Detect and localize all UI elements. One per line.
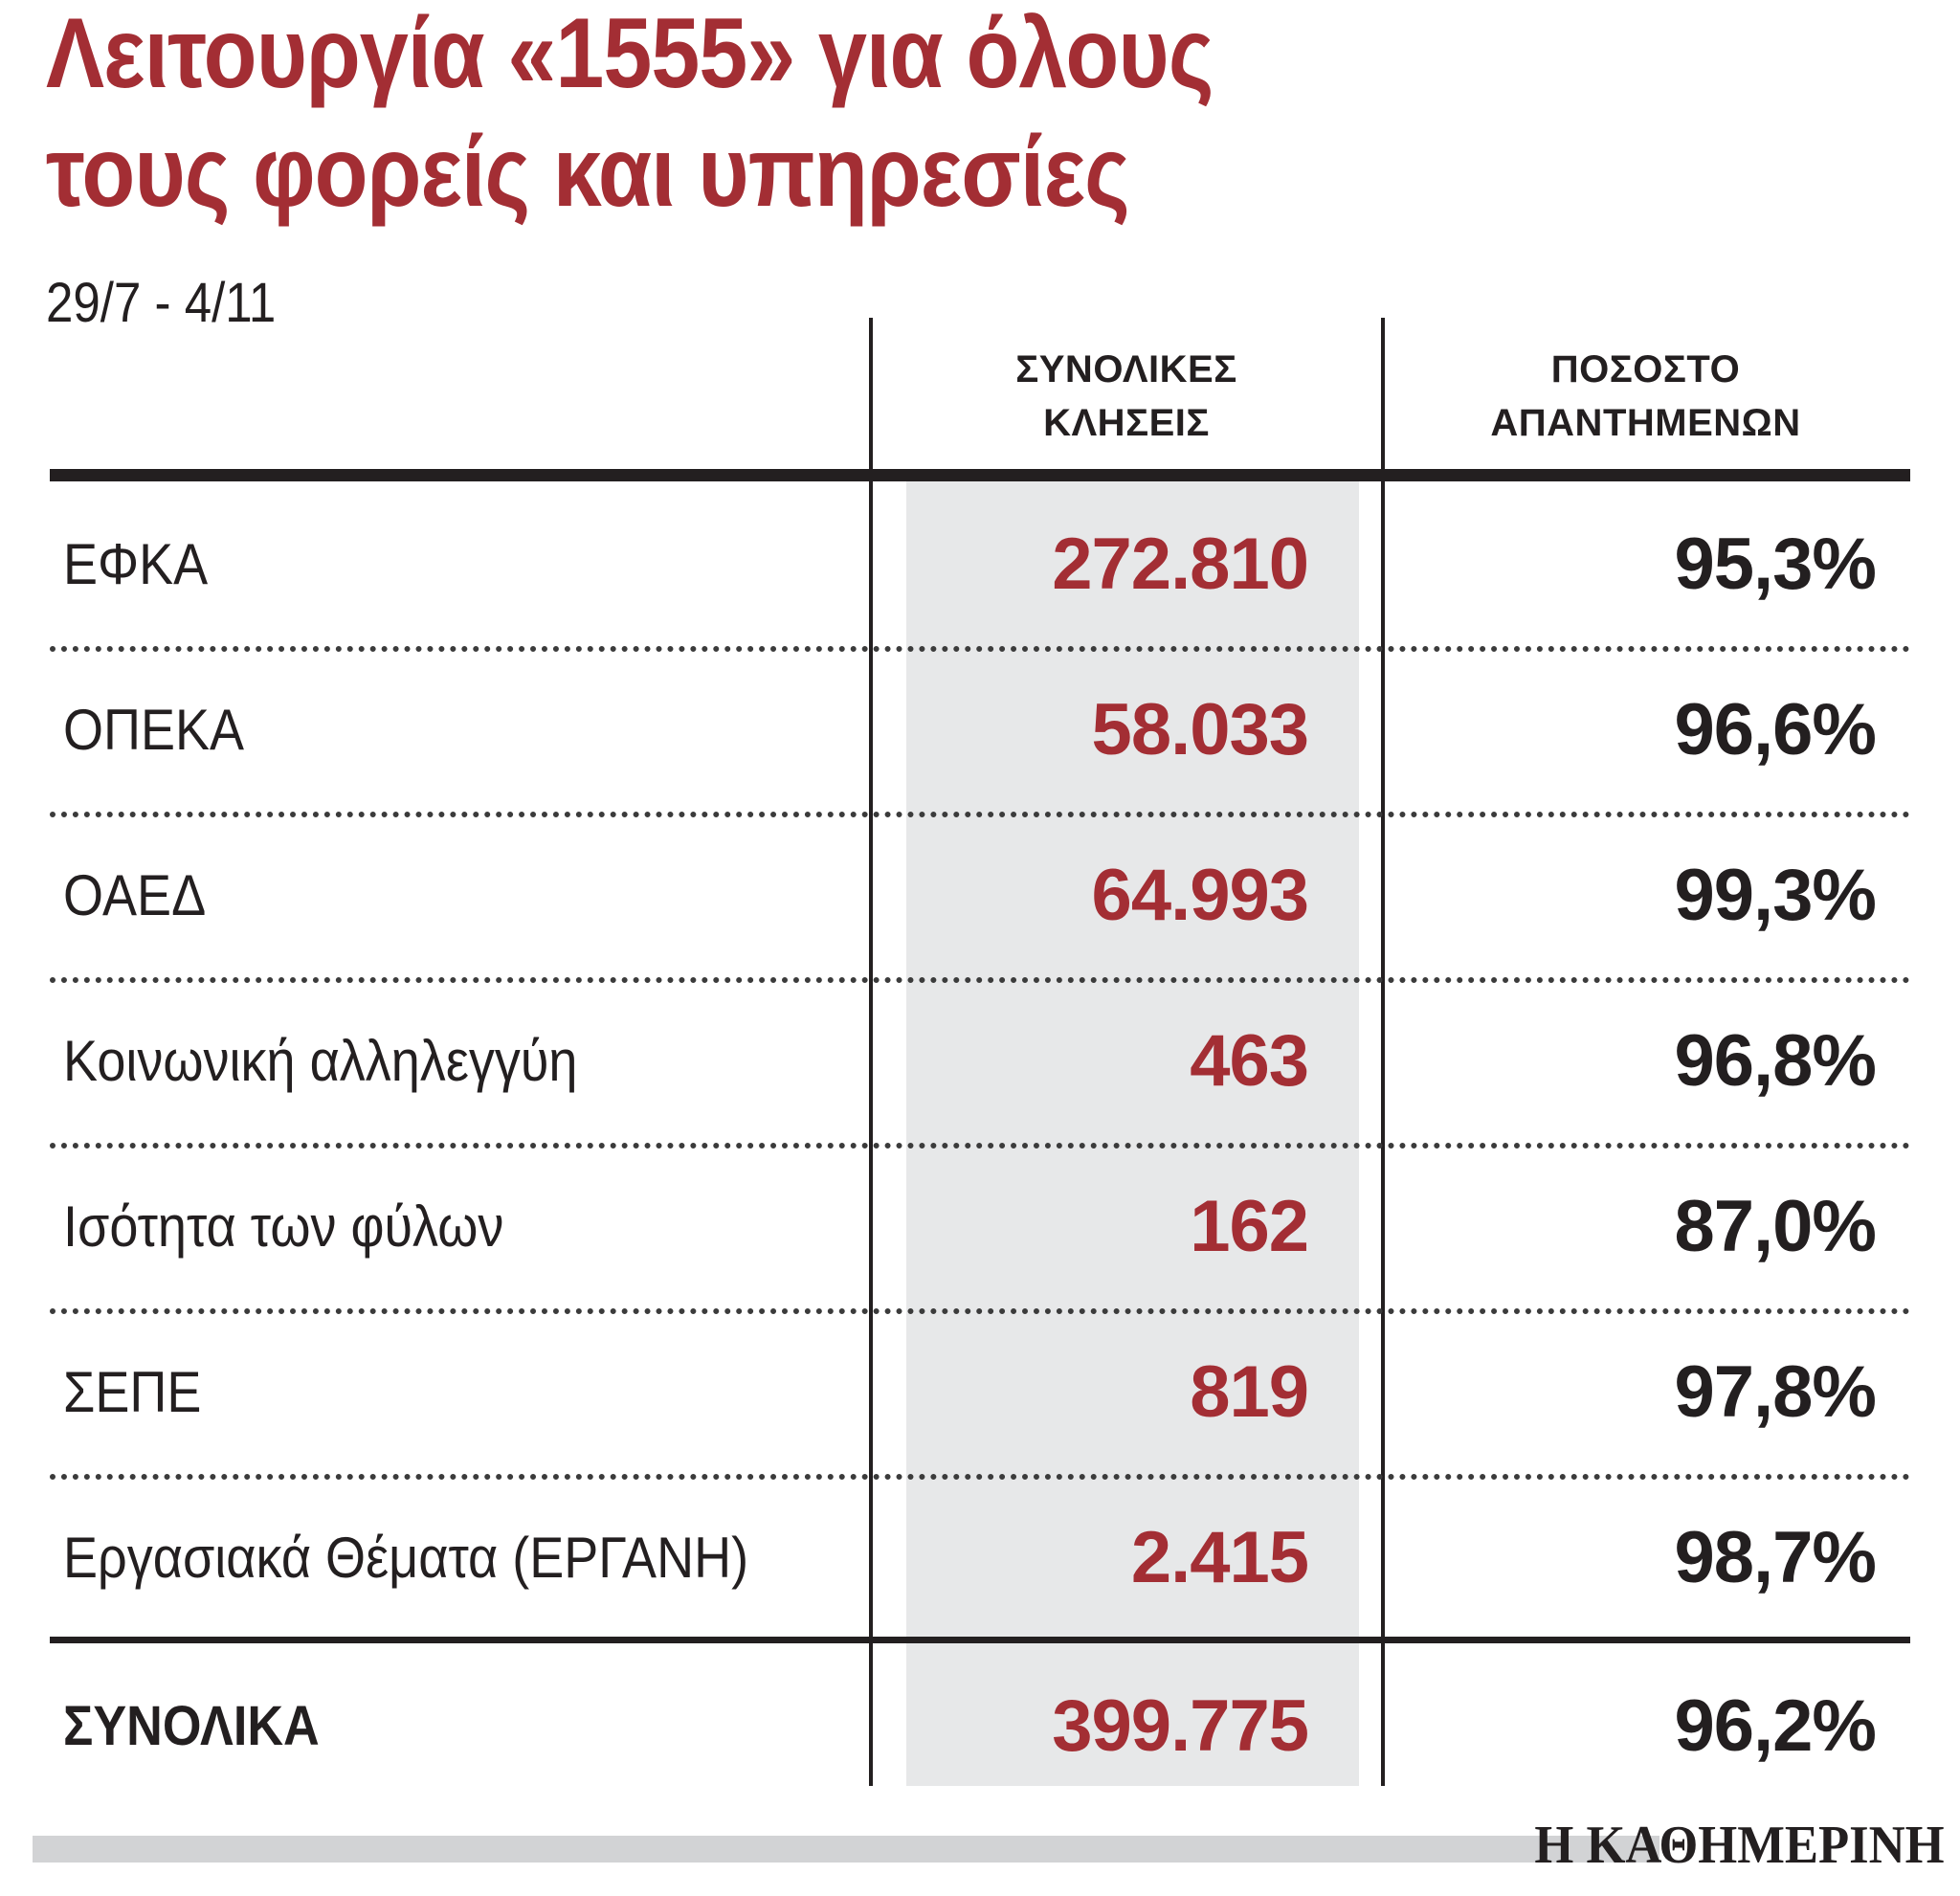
row-separator	[50, 1308, 1910, 1314]
row-separator	[50, 977, 1910, 983]
row-calls: 64.993	[1091, 855, 1309, 936]
row-calls: 463	[1190, 1020, 1309, 1102]
row-percent: 96,6%	[1674, 689, 1878, 770]
row-label: ΟΠΕΚΑ	[63, 698, 245, 762]
row-label: ΕΦΚΑ	[63, 532, 209, 596]
row-calls: 58.033	[1091, 689, 1309, 770]
table-row: Εργασιακά Θέματα (ΕΡΓΑΝΗ) 2.415 98,7%	[0, 1475, 1960, 1641]
row-separator	[50, 812, 1910, 817]
row-percent: 99,3%	[1674, 855, 1878, 936]
row-separator	[50, 1474, 1910, 1480]
table-row: ΟΑΕΔ 64.993 99,3%	[0, 813, 1960, 979]
header-rule	[50, 469, 1910, 481]
table-row: ΣΕΠΕ 819 97,8%	[0, 1309, 1960, 1476]
row-separator	[50, 646, 1910, 652]
column-divider-1	[869, 318, 873, 1786]
row-calls: 272.810	[1052, 524, 1309, 605]
row-percent: 98,7%	[1674, 1517, 1878, 1598]
row-percent: 95,3%	[1674, 524, 1878, 605]
row-percent: 97,8%	[1674, 1351, 1878, 1433]
row-separator	[50, 1143, 1910, 1149]
total-label: ΣΥΝΟΛΙΚΑ	[63, 1695, 320, 1757]
column-header-calls-line2: ΚΛΗΣΕΙΣ	[1043, 402, 1210, 444]
row-label: ΟΑΕΔ	[63, 863, 207, 927]
row-label: Εργασιακά Θέματα (ΕΡΓΑΝΗ)	[63, 1526, 749, 1590]
row-percent: 87,0%	[1674, 1186, 1878, 1267]
column-header-calls: ΣΥΝΟΛΙΚΕΣ ΚΛΗΣΕΙΣ	[869, 343, 1384, 450]
row-calls: 819	[1190, 1351, 1309, 1433]
row-label: Κοινωνική αλληλεγγύη	[63, 1029, 578, 1093]
table-row-total: ΣΥΝΟΛΙΚΑ 399.775 96,2%	[0, 1643, 1960, 1810]
table-row: Κοινωνική αλληλεγγύη 463 96,8%	[0, 978, 1960, 1145]
total-calls: 399.775	[1052, 1685, 1309, 1767]
column-header-percent-line2: ΑΠΑΝΤΗΜΕΝΩΝ	[1490, 402, 1801, 444]
row-percent: 96,8%	[1674, 1020, 1878, 1102]
title-line-1: Λειτουργία «1555» για όλους	[46, 0, 1214, 109]
total-rule	[50, 1637, 1910, 1643]
row-calls: 162	[1190, 1186, 1309, 1267]
row-calls: 2.415	[1130, 1517, 1309, 1598]
column-header-percent-line1: ΠΟΣΟΣΤΟ	[1550, 348, 1741, 390]
column-header-calls-line1: ΣΥΝΟΛΙΚΕΣ	[1015, 348, 1237, 390]
column-header-percent: ΠΟΣΟΣΤΟ ΑΠΑΝΤΗΜΕΝΩΝ	[1381, 343, 1910, 450]
footer-divider-bar	[33, 1836, 1659, 1863]
row-label: ΣΕΠΕ	[63, 1360, 202, 1424]
page-title: Λειτουργία «1555» για όλους τους φορείς …	[46, 0, 1673, 232]
calls-column-highlight	[906, 480, 1359, 1786]
title-line-2: τους φορείς και υπηρεσίες	[46, 117, 1130, 228]
date-range-subtitle: 29/7 - 4/11	[46, 272, 277, 334]
publisher-logo: Η ΚΑΘΗΜΕΡΙΝΗ	[1534, 1816, 1945, 1875]
column-divider-2	[1381, 318, 1385, 1786]
table-row: ΕΦΚΑ 272.810 95,3%	[0, 481, 1960, 648]
table-row: ΟΠΕΚΑ 58.033 96,6%	[0, 647, 1960, 814]
row-label: Ισότητα των φύλων	[63, 1194, 504, 1259]
total-percent: 96,2%	[1674, 1685, 1878, 1767]
table-row: Ισότητα των φύλων 162 87,0%	[0, 1144, 1960, 1310]
